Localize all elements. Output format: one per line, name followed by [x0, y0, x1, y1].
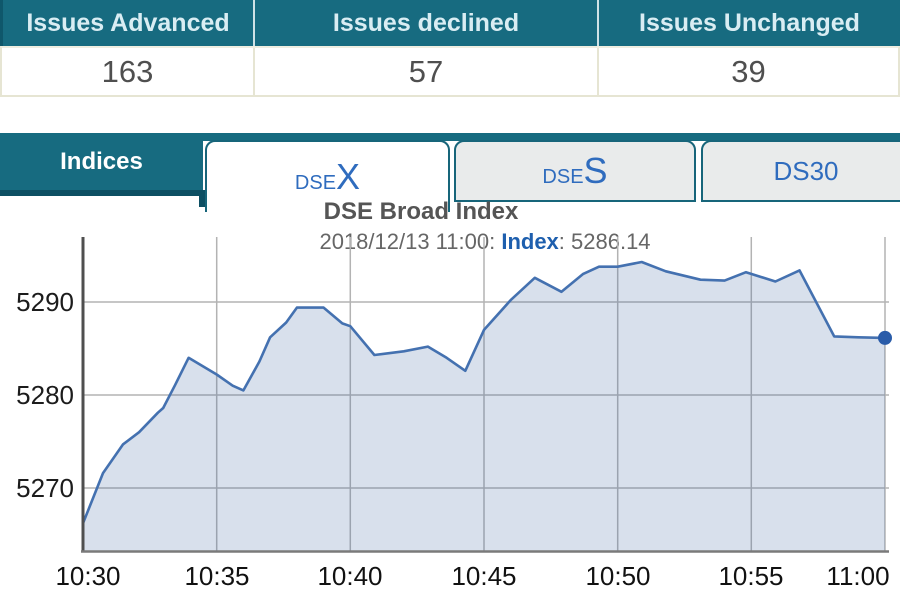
area-fill	[83, 262, 885, 551]
y-axis-tick-5290: 5290	[16, 287, 74, 317]
tab-dses[interactable]: DSE S	[454, 140, 696, 202]
x-axis-tick-1100: 11:00	[826, 561, 890, 591]
issues-unchanged-header: Issues Unchanged	[597, 0, 900, 46]
tab-dses-suffix: S	[583, 150, 608, 191]
issues-advanced-value: 163	[101, 53, 154, 89]
x-axis-tick-1055: 10:55	[718, 561, 784, 591]
x-axis-tick-1035: 10:35	[184, 561, 250, 591]
tab-dsex-label: DSE X	[295, 156, 360, 198]
last-point-marker	[878, 330, 892, 345]
issues-declined-header: Issues declined	[253, 0, 597, 46]
tabbar-strip	[0, 133, 900, 141]
subtitle-index-value: : 5286.14	[558, 229, 651, 254]
x-axis-tick-1040: 10:40	[317, 561, 383, 591]
chart-gridlines	[83, 237, 889, 551]
x-axis-tick-1030: 10:30	[55, 561, 121, 591]
y-axis-tick-5270: 5270	[16, 473, 74, 503]
tab-dses-label: DSE S	[542, 150, 607, 192]
issues-declined-value: 57	[253, 48, 597, 95]
x-axis-tick-1045: 10:45	[451, 561, 517, 591]
issues-advanced-header: Issues Advanced	[0, 0, 253, 46]
tab-dsex-suffix: X	[336, 156, 361, 197]
tab-ds30-label: DS30	[773, 155, 839, 186]
tab-ds30[interactable]: DS30	[701, 140, 900, 202]
tab-dses-prefix: DSE	[542, 166, 584, 188]
market-summary-table: Issues Advanced Issues declined Issues U…	[0, 0, 900, 97]
indices-corner-decoration	[199, 190, 207, 207]
x-axis-tick-1050: 10:50	[585, 561, 651, 591]
issues-unchanged-value: 39	[597, 48, 898, 95]
summary-header-row: Issues Advanced Issues declined Issues U…	[0, 0, 900, 46]
tab-dsex-prefix: DSE	[294, 172, 337, 194]
summary-value-row: 163 57 39	[0, 46, 900, 97]
index-line	[81, 260, 887, 525]
tab-dsex[interactable]: DSE X	[205, 140, 450, 212]
chart-title: DSE Broad Index	[323, 198, 519, 225]
y-axis-tick-5280: 5280	[16, 380, 74, 410]
subtitle-datetime: 2018/12/13 11:00:	[319, 229, 502, 254]
indices-label: Indices	[0, 133, 203, 196]
chart-subtitle: 2018/12/13 11:00: Index: 5286.14	[185, 229, 785, 255]
subtitle-index-label: Index	[501, 229, 559, 254]
